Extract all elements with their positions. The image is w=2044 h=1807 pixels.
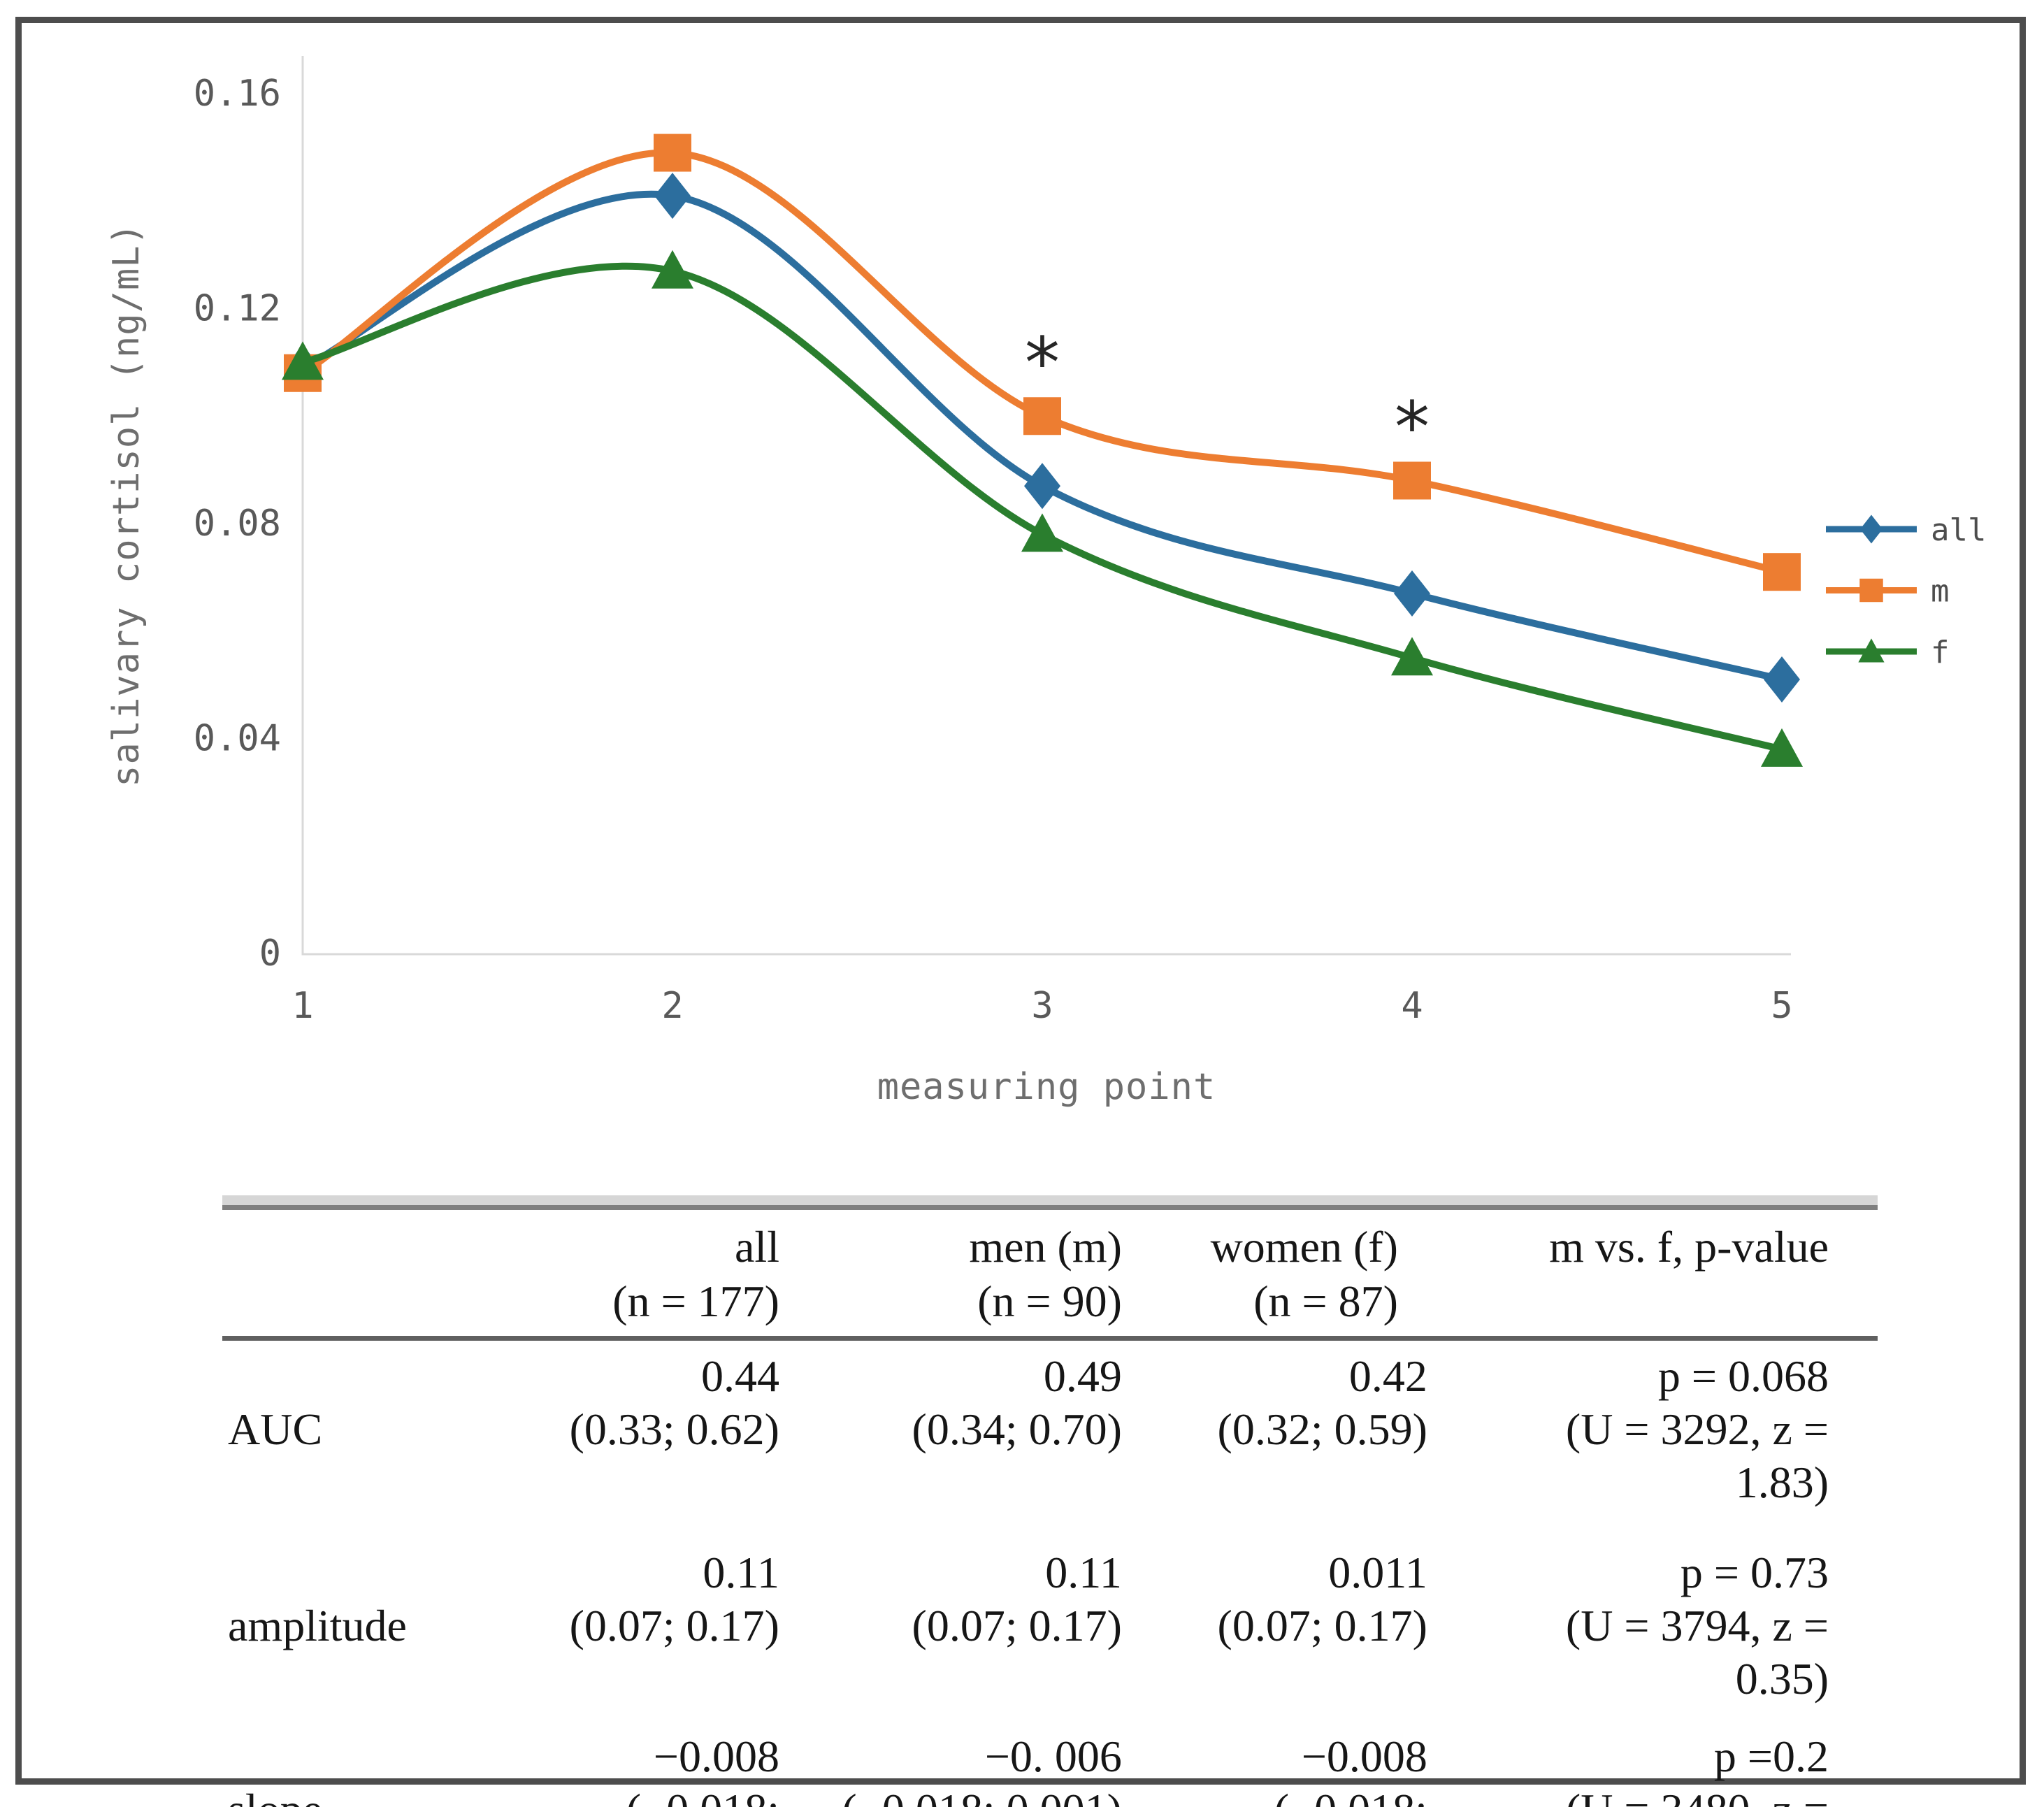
series-marker-m: [1393, 461, 1431, 500]
cell-ci: (−0.018; 0.001): [791, 1783, 1122, 1807]
table-cell: −0.008(−0.018; −0.001): [1132, 1721, 1464, 1807]
header-pvalue-label: m vs. f, p-value: [1549, 1222, 1829, 1272]
series-marker-all: [654, 173, 691, 219]
legend-label-f: f: [1931, 635, 1950, 670]
y-tick-label: 0.16: [194, 73, 281, 115]
cell-value: p =0.2: [1713, 1732, 1829, 1781]
cell-ci: (U = 3794, z = 0.35): [1565, 1601, 1829, 1704]
row-label: AUC: [228, 1404, 323, 1454]
series-marker-f: [652, 250, 693, 289]
series-marker-all: [1024, 463, 1060, 510]
cell-value: p = 0.068: [1657, 1351, 1829, 1401]
cell-value: 0.11: [703, 1548, 779, 1597]
cell-value: 0.49: [1043, 1351, 1122, 1401]
x-tick-label: 3: [1031, 985, 1053, 1027]
table-cell: 0.42 (0.32; 0.59): [1132, 1339, 1464, 1538]
table-cell: 0.44 (0.33; 0.62): [528, 1339, 790, 1538]
cell-ci: (0.34; 0.70): [912, 1404, 1122, 1454]
header-men-n: (n = 90): [977, 1276, 1122, 1326]
cell-value: 0.44: [700, 1351, 779, 1401]
cell-ci: (0.07; 0.17): [912, 1601, 1122, 1650]
cell-ci: (U = 3480, z = 1.27): [1465, 1783, 1829, 1807]
table-row: AUC 0.44 (0.33; 0.62) 0.49 (0.34; 0.70) 0.42(…: [222, 1339, 1878, 1538]
cell-value: −0.008: [1301, 1732, 1427, 1781]
series-marker-m: [1023, 397, 1061, 435]
chart-content: 0 0.04 0.08 0.12 0.16 1 2 3 4 5 * * all mf: [194, 56, 1986, 1027]
series-line-all: [299, 190, 1785, 683]
cell-value: p = 0.73: [1680, 1548, 1829, 1597]
cortisol-line-chart: 0 0.04 0.08 0.12 0.16 1 2 3 4 5 * * all mf salivary c…: [106, 56, 1986, 1108]
legend-marker-all: [1859, 514, 1883, 544]
table-cell: 0.11 (0.07; 0.17): [528, 1537, 790, 1721]
cell-ci: (0.33; 0.62): [569, 1404, 779, 1454]
y-axis-title: salivary cortisol (ng/mL): [106, 222, 147, 787]
header-women: women (f) (n = 87): [1132, 1210, 1464, 1341]
y-tick-label: 0.12: [194, 288, 281, 330]
series-marker-all: [1394, 570, 1430, 617]
series-marker-f: [1391, 637, 1433, 676]
stats-table-container: all (n = 177) men (m) (n = 90) women (f)…: [222, 1205, 1878, 1807]
cell-value: −0. 006: [984, 1732, 1122, 1781]
x-tick-label: 4: [1401, 985, 1423, 1027]
y-tick-label: 0.04: [194, 718, 281, 760]
cell-ci: (0.07; 0.17): [569, 1601, 779, 1650]
table-cell: p =0.2(U = 3480, z = 1.27): [1464, 1721, 1878, 1807]
cell-ci: (−0.018; 0.0002): [528, 1783, 779, 1807]
cell-value: 0.42: [1348, 1351, 1427, 1401]
stats-table: all (n = 177) men (m) (n = 90) women (f)…: [222, 1210, 1878, 1807]
stats-table-body: AUC 0.44 (0.33; 0.62) 0.49 (0.34; 0.70) 0.42(…: [222, 1339, 1878, 1807]
axis-lines: [301, 56, 1791, 956]
header-all-label: all: [735, 1222, 779, 1272]
row-label: amplitude: [228, 1601, 407, 1650]
cell-value: 0.011: [1328, 1548, 1427, 1597]
legend-label-m: m: [1931, 574, 1950, 610]
figure-border: [15, 17, 2026, 1785]
x-tick-label: 1: [292, 985, 313, 1027]
series-marker-f: [282, 341, 324, 380]
cell-ci: (0.07; 0.17): [1217, 1601, 1427, 1650]
series-line-m: [299, 149, 1785, 576]
cell-ci: (0.32; 0.59): [1217, 1404, 1427, 1454]
row-label: slope: [222, 1721, 528, 1807]
legend-marker-m: [1859, 578, 1883, 603]
x-tick-label: 2: [661, 985, 683, 1027]
table-cell: 0.011 (0.07; 0.17): [1132, 1537, 1464, 1721]
table-row: amplitude 0.11 (0.07; 0.17) 0.11 (0.07; 0.17…: [222, 1537, 1878, 1721]
header-all-n: (n = 177): [612, 1276, 779, 1326]
table-cell: −0.008(−0.018; 0.0002): [528, 1721, 790, 1807]
header-men-label: men (m): [969, 1222, 1122, 1272]
significance-asterisk: *: [1021, 322, 1063, 403]
header-pvalue: m vs. f, p-value: [1464, 1210, 1878, 1341]
header-all: all (n = 177): [527, 1210, 790, 1341]
header-empty: [222, 1210, 528, 1341]
cell-value: −0.008: [653, 1732, 779, 1781]
series-marker-f: [1761, 728, 1803, 767]
table-cell: −0. 006(−0.018; 0.001): [790, 1721, 1132, 1807]
series-marker-m: [1763, 553, 1801, 591]
cell-ci: (U = 3292, z = 1.83): [1565, 1404, 1829, 1507]
y-tick-label: 0: [259, 933, 281, 974]
table-cell: 0.49 (0.34; 0.70): [790, 1339, 1132, 1538]
table-header-row: all (n = 177) men (m) (n = 90) women (f)…: [222, 1210, 1878, 1341]
cell-value: 0.11: [1045, 1548, 1122, 1597]
cell-ci: (−0.018; −0.001): [1133, 1783, 1427, 1807]
legend-label-all: all: [1931, 512, 1986, 548]
table-row: slope−0.008(−0.018; 0.0002)−0. 006(−0.01…: [222, 1721, 1878, 1807]
significance-asterisk: *: [1391, 387, 1433, 468]
series-marker-m: [654, 134, 691, 172]
table-cell: p = 0.73 (U = 3794, z = 0.35): [1464, 1537, 1878, 1721]
legend-marker-f: [1858, 638, 1885, 663]
x-tick-label: 5: [1771, 985, 1792, 1027]
x-axis-title: measuring point: [877, 1066, 1216, 1108]
y-tick-label: 0.08: [194, 503, 281, 545]
table-cell: 0.11 (0.07; 0.17): [790, 1537, 1132, 1721]
series-marker-f: [1021, 513, 1063, 552]
table-cell: p = 0.068 (U = 3292, z = 1.83): [1464, 1339, 1878, 1538]
header-men: men (m) (n = 90): [789, 1210, 1132, 1341]
header-women-label: women (f): [1210, 1222, 1398, 1272]
series-marker-all: [1764, 656, 1800, 703]
header-women-n: (n = 87): [1253, 1276, 1398, 1326]
